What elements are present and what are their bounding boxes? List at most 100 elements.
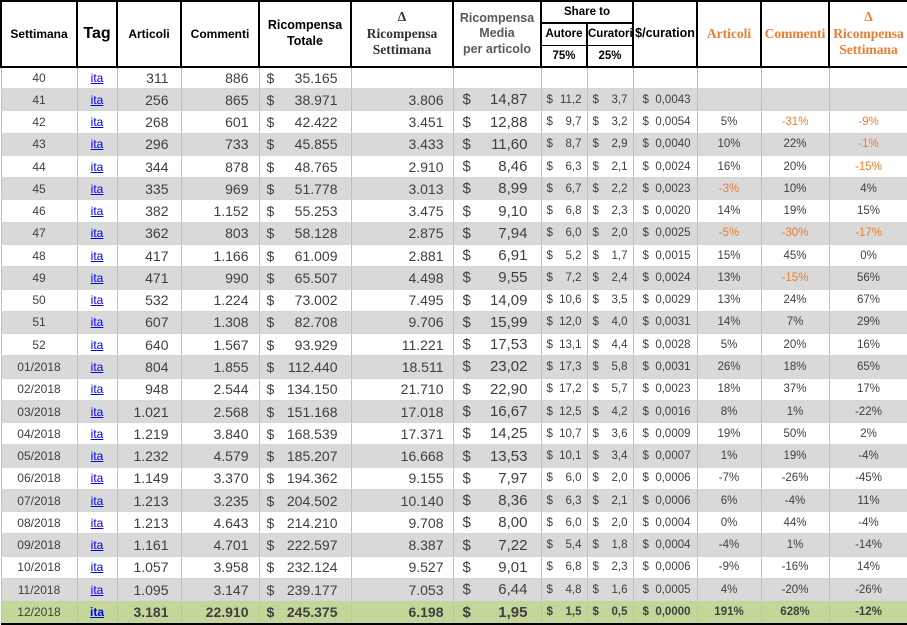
tag-cell: ita: [76, 378, 118, 401]
comments-change-cell: 20%: [760, 155, 830, 179]
tag-link[interactable]: ita: [90, 426, 104, 441]
tag-link[interactable]: ita: [90, 538, 104, 553]
tag-link[interactable]: ita: [90, 226, 104, 241]
currency-symbol: $: [642, 494, 649, 507]
tag-link[interactable]: ita: [90, 560, 104, 575]
header-settimana: Settimana: [0, 0, 78, 68]
cell-value: 23,02: [489, 358, 528, 376]
tag-link[interactable]: ita: [90, 92, 104, 107]
comments-change-cell: 628%: [760, 600, 830, 624]
tag-link[interactable]: ita: [90, 404, 104, 419]
cell-value: 7,97: [498, 469, 528, 487]
tag-link[interactable]: ita: [90, 382, 104, 397]
total-reward-cell: $55.253: [258, 199, 352, 223]
weekly-delta-cell: 3.475: [350, 199, 454, 223]
tag-link[interactable]: ita: [89, 605, 104, 620]
week-cell: 12/2018: [0, 600, 78, 624]
comments-change-cell: 1%: [760, 400, 830, 424]
total-reward-cell: $245.375: [258, 600, 352, 624]
currency-symbol: $: [546, 583, 553, 596]
reward-change-cell: [828, 88, 907, 112]
tag-link[interactable]: ita: [90, 159, 104, 174]
tag-link[interactable]: ita: [90, 270, 104, 285]
comments-cell: 1.308: [180, 311, 260, 335]
cell-value: 6,91: [498, 247, 528, 265]
weekly-delta-cell: 17.018: [350, 400, 454, 424]
comments-cell: 1.567: [180, 333, 260, 357]
articles-change-cell: 0%: [696, 511, 762, 535]
table-row: 46 ita 382 1.152 $55.253 3.475 $9,10 $6,8 $2,3 $0…: [0, 199, 907, 223]
curation-rate-cell: $0,0000: [632, 600, 698, 624]
currency-symbol: $: [266, 336, 275, 353]
articles-change-cell: [696, 88, 762, 112]
curators-share-cell: [586, 67, 634, 90]
cell-value: 6,0: [565, 227, 582, 240]
avg-reward-cell: $14,09: [452, 289, 542, 312]
table-row: 11/2018 ita 1.095 3.147 $239.177 7.053 $6,44 $4…: [0, 578, 907, 602]
reward-change-cell: -9%: [828, 110, 907, 134]
currency-symbol: $: [592, 606, 599, 619]
tag-link[interactable]: ita: [90, 293, 104, 308]
tag-link[interactable]: ita: [90, 315, 104, 330]
tag-link[interactable]: ita: [90, 515, 104, 530]
weekly-delta-cell: 3.013: [350, 177, 454, 201]
curation-rate-cell: $0,0006: [632, 467, 698, 490]
currency-symbol: $: [642, 450, 649, 463]
comments-cell: 865: [180, 88, 260, 112]
curation-rate-cell: $0,0025: [632, 222, 698, 246]
articles-cell: 268: [116, 110, 182, 134]
currency-symbol: $: [266, 470, 275, 487]
currency-symbol: $: [266, 448, 275, 465]
cell-value: 0,0023: [655, 383, 691, 396]
cell-value: 2,4: [611, 271, 628, 284]
cell-value: 12,88: [489, 113, 528, 131]
cell-value: 245.375: [286, 604, 338, 621]
currency-symbol: $: [266, 136, 275, 153]
tag-link[interactable]: ita: [90, 181, 104, 196]
header-ricompensa-totale: Ricompensa Totale: [258, 0, 352, 68]
author-share-cell: $6,8: [540, 556, 588, 580]
tag-link[interactable]: ita: [90, 115, 104, 130]
curators-share-cell: $2,3: [586, 199, 634, 223]
week-cell: 43: [0, 133, 78, 156]
tag-link[interactable]: ita: [90, 471, 104, 486]
author-share-cell: $8,7: [540, 133, 588, 156]
articles-cell: 3.181: [116, 600, 182, 624]
curation-rate-cell: $0,0020: [632, 199, 698, 223]
header-delta-ricompensa: Δ Ricompensa Settimana: [350, 0, 454, 68]
articles-change-cell: 15%: [696, 244, 762, 268]
author-share-cell: $4,8: [540, 578, 588, 602]
cell-value: 82.708: [294, 314, 338, 331]
currency-symbol: $: [546, 271, 553, 284]
currency-symbol: $: [592, 405, 599, 418]
cell-value: 3,7: [611, 93, 628, 106]
reward-change-cell: 56%: [828, 266, 907, 290]
currency-symbol: $: [642, 271, 649, 284]
comments-change-cell: [760, 67, 830, 90]
weekly-delta-cell: 9.708: [350, 511, 454, 535]
tag-cell: ita: [76, 355, 118, 379]
currency-symbol: $: [266, 514, 275, 531]
week-cell: 40: [0, 67, 78, 90]
cell-value: 15,99: [489, 313, 528, 331]
cell-value: 48.765: [294, 158, 338, 175]
cell-value: 3,4: [611, 450, 628, 463]
tag-link[interactable]: ita: [90, 137, 104, 152]
header-row-2: Autore Curatori: [1, 22, 907, 46]
comments-cell: 990: [180, 266, 260, 290]
tag-link[interactable]: ita: [90, 337, 104, 352]
tag-link[interactable]: ita: [90, 449, 104, 464]
tag-link[interactable]: ita: [90, 248, 104, 263]
tag-link[interactable]: ita: [90, 71, 104, 86]
reward-change-cell: -22%: [828, 400, 907, 424]
tag-link[interactable]: ita: [90, 359, 104, 374]
tag-link[interactable]: ita: [90, 582, 104, 597]
avg-reward-cell: $8,36: [452, 489, 542, 513]
cell-value: 8,7: [565, 138, 582, 151]
week-cell: 49: [0, 266, 78, 290]
articles-change-cell: 6%: [696, 489, 762, 513]
tag-link[interactable]: ita: [90, 493, 104, 508]
comments-cell: 4.579: [180, 444, 260, 468]
curation-rate-cell: $0,0004: [632, 533, 698, 557]
tag-link[interactable]: ita: [90, 204, 104, 219]
